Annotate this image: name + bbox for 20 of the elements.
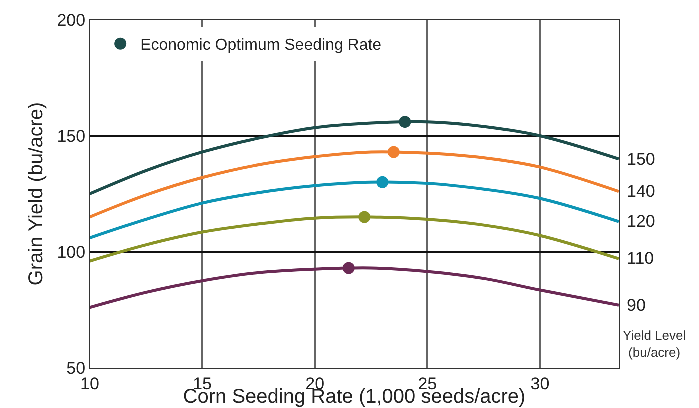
text: Yield Level (bu/acre): [623, 328, 686, 360]
point: [358, 211, 371, 224]
series-label: 110: [627, 249, 654, 268]
series-label: 120: [627, 212, 656, 231]
y-tick-label: 100: [57, 242, 86, 262]
series-label: 140: [627, 182, 656, 201]
x-tick-label: 25: [418, 374, 438, 394]
line-series: [90, 120, 619, 196]
legend-label: Economic Optimum Seeding Rate: [140, 37, 382, 54]
point: [376, 176, 389, 188]
x-tick-label: 30: [530, 374, 550, 394]
series-label: 90: [627, 296, 646, 315]
point: [388, 146, 400, 158]
y-tick-label: 200: [57, 10, 86, 30]
point: [342, 262, 355, 274]
line-series: [90, 180, 619, 240]
y-tick-label: 150: [57, 126, 86, 146]
point: [399, 116, 412, 128]
series-label: 150: [627, 150, 656, 169]
y-axis-title: Grain Yield (bu/acre): [26, 102, 48, 286]
